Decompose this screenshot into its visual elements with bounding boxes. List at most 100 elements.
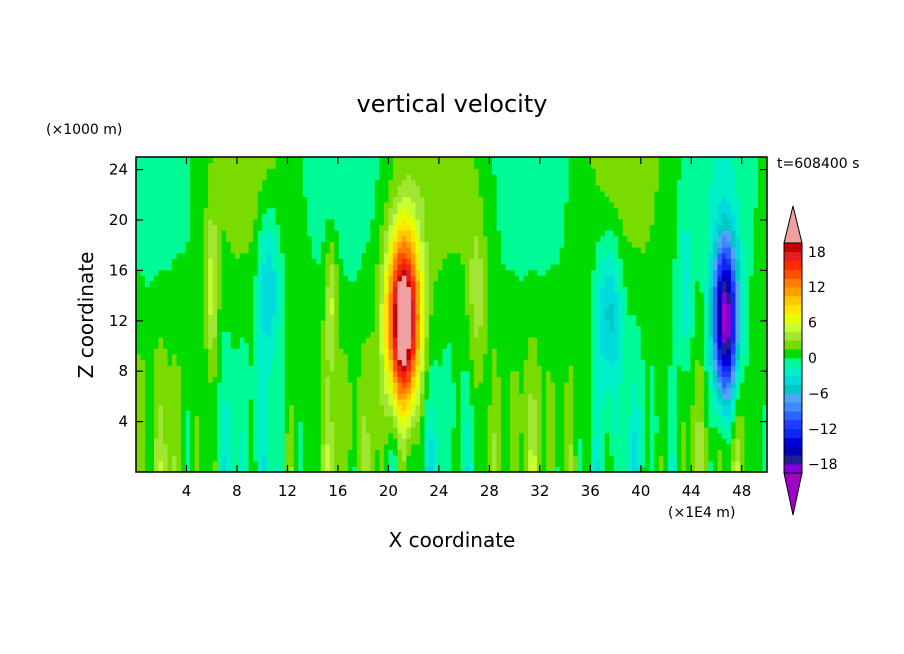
field-cell: [235, 432, 241, 439]
field-cell: [271, 415, 277, 422]
field-cell: [685, 308, 691, 316]
field-cell: [365, 365, 371, 372]
field-cell: [307, 275, 313, 282]
field-cell: [658, 410, 664, 417]
field-cell: [658, 308, 664, 316]
field-cell: [757, 398, 764, 406]
field-cell: [401, 432, 408, 439]
field-cell: [631, 393, 637, 400]
field-cell: [564, 398, 570, 406]
field-cell: [573, 455, 579, 462]
field-cell: [203, 308, 209, 316]
field-cell: [307, 286, 313, 293]
field-cell: [140, 449, 146, 456]
field-cell: [582, 337, 588, 344]
field-cell: [600, 460, 606, 467]
field-cell: [685, 365, 691, 372]
field-cell: [501, 286, 507, 293]
field-cell: [685, 421, 691, 428]
field-cell: [474, 460, 480, 467]
field-cell: [699, 331, 705, 338]
field-cell: [757, 292, 764, 299]
field-cell: [730, 432, 737, 439]
field-cell: [365, 370, 371, 377]
field-cell: [239, 308, 245, 316]
field-cell: [212, 292, 218, 299]
field-cell: [640, 280, 646, 287]
field-cell: [730, 449, 737, 456]
field-cell: [217, 314, 223, 321]
field-cell: [685, 427, 691, 434]
field-cell: [226, 342, 232, 349]
field-cell: [649, 410, 655, 417]
field-cell: [253, 353, 259, 361]
field-cell: [564, 415, 570, 422]
field-cell: [244, 314, 250, 321]
field-cell: [613, 286, 619, 293]
field-cell: [154, 331, 160, 338]
field-cell: [681, 280, 687, 287]
field-cell: [505, 353, 511, 361]
field-cell: [172, 443, 178, 451]
field-cell: [172, 449, 178, 456]
field-cell: [622, 348, 628, 355]
field-cell: [392, 280, 399, 287]
field-cell: [172, 297, 178, 304]
field-cell: [325, 286, 331, 293]
field-cell: [492, 387, 498, 394]
field-cell: [528, 410, 534, 417]
field-cell: [636, 331, 642, 338]
field-cell: [379, 320, 385, 327]
field-cell: [320, 382, 326, 389]
field-cell: [356, 292, 362, 299]
field-cell: [505, 432, 511, 439]
field-cell: [753, 466, 759, 472]
field-cell: [541, 376, 547, 383]
field-cell: [370, 331, 376, 338]
field-cell: [154, 466, 160, 472]
field-cell: [559, 292, 565, 299]
field-cell: [212, 466, 218, 472]
field-cell: [546, 382, 552, 389]
field-cell: [726, 348, 732, 355]
field-cell: [190, 455, 196, 462]
field-cell: [478, 387, 484, 394]
field-cell: [374, 331, 380, 338]
field-cell: [217, 421, 223, 428]
field-cell: [631, 421, 637, 428]
field-cell: [681, 359, 687, 366]
field-cell: [474, 331, 480, 338]
field-cell: [271, 370, 277, 377]
field-cell: [365, 393, 371, 400]
field-cell: [636, 353, 642, 361]
field-cell: [631, 308, 637, 316]
field-cell: [721, 449, 728, 456]
field-cell: [703, 303, 710, 310]
field-cell: [302, 286, 308, 293]
field-cell: [275, 353, 281, 361]
field-cell: [302, 353, 308, 361]
field-cell: [374, 286, 380, 293]
field-cell: [167, 393, 173, 400]
field-cell: [415, 348, 421, 355]
field-cell: [181, 286, 187, 293]
field-cell: [469, 410, 475, 417]
field-cell: [248, 398, 254, 406]
field-cell: [609, 320, 615, 327]
field-cell: [622, 280, 628, 287]
field-cell: [703, 280, 710, 287]
field-cell: [487, 286, 493, 293]
field-cell: [604, 443, 610, 451]
field-cell: [185, 421, 191, 428]
field-cell: [289, 308, 295, 316]
field-cell: [145, 432, 151, 439]
field-cell: [370, 308, 376, 316]
field-cell: [730, 286, 737, 293]
field-cell: [609, 359, 615, 366]
field-cell: [145, 359, 151, 366]
field-cell: [199, 404, 205, 411]
field-cell: [654, 292, 660, 299]
field-cell: [352, 292, 358, 299]
field-cell: [685, 275, 691, 282]
field-cell: [293, 415, 299, 422]
